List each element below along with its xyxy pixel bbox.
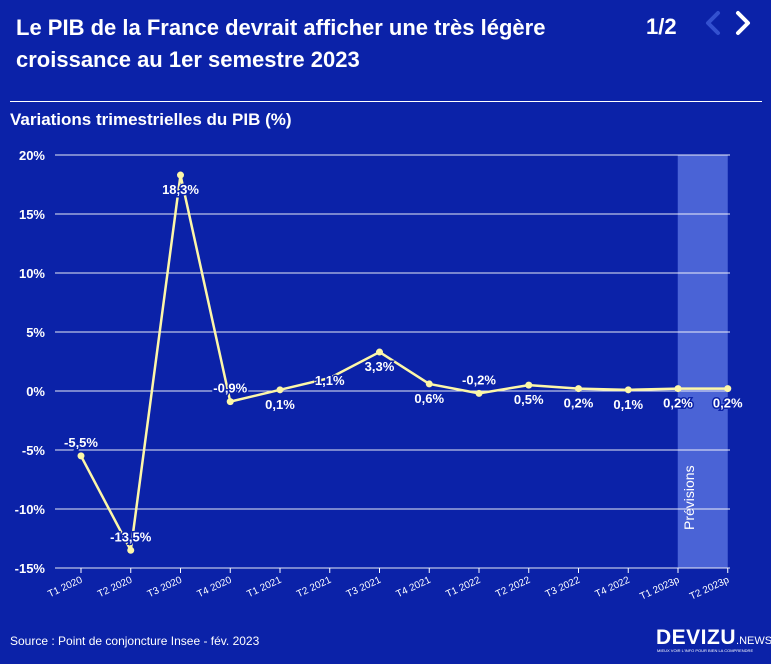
data-label: 0,2% [564,396,594,411]
data-point [624,386,632,394]
devizu-logo: DEVIZU.NEWS MIEUX VOIR L'INFO POUR BIEN … [656,626,771,656]
data-label: 0,2% [663,396,693,411]
page-title: Le PIB de la France devrait afficher une… [16,15,546,72]
logo-suffix: .NEWS [736,635,771,647]
forecast-band-label: Prévisions [681,465,697,530]
chevron-left-icon[interactable] [700,8,726,38]
data-point [326,374,334,382]
data-point [575,385,582,393]
x-tick-label: T1 2020 [46,575,84,601]
x-tick-label: T2 2021 [295,575,333,601]
x-tick-label: T1 2021 [245,575,283,601]
forecast-band [677,155,728,568]
page-counter: 1/2 [646,14,677,39]
data-label: 1,1% [315,373,345,388]
y-tick-label: 15% [19,207,45,222]
chart-title: Variations trimestrielles du PIB (%) [10,110,292,129]
x-tick-label: T3 2020 [146,575,184,601]
x-tick-label: T2 2022 [494,575,532,601]
data-point [177,171,184,179]
data-label: 18,3% [162,182,199,197]
gdp-line-chart: Prévisions -5,5% -13,5% 18,3% -0,9% 0,1% 1,1%… [15,148,745,603]
data-label: -0,9% [213,381,247,396]
y-tick-label: -5% [22,443,46,458]
data-label: -5,5% [64,435,98,450]
y-tick-label: 10% [19,266,45,281]
logo-tagline: MIEUX VOIR L'INFO POUR BIEN LA COMPRENDR… [657,648,754,653]
source-note: Source : Point de conjoncture Insee - fé… [10,634,260,648]
x-tick-label: T4 2022 [594,575,632,601]
data-point [226,398,234,406]
y-tick-label: 20% [19,148,45,163]
data-point [376,348,383,356]
y-tick-label: -10% [15,502,46,517]
data-label: 3,3% [365,359,395,374]
data-point [276,386,284,394]
data-label: -13,5% [110,529,152,544]
data-label: 0,1% [265,397,295,412]
x-tick-label: T4 2020 [196,575,234,601]
data-point [77,452,85,460]
x-tick-label: T3 2022 [544,575,582,601]
x-tick-label: T3 2021 [345,575,383,601]
gdp-series-line [79,173,728,552]
y-tick-label: -15% [15,561,46,576]
x-tick-label: T2 2020 [96,575,134,601]
logo-text: DEVIZU [656,626,737,649]
y-tick-label: 5% [26,325,45,340]
data-label: 0,2% [713,396,743,411]
data-label: -0,2% [462,372,496,387]
data-label: 0,5% [514,392,544,407]
x-tick-label: T1 2023p [638,575,681,603]
data-point [525,381,533,389]
y-tick-label: 0% [26,384,45,399]
data-label: 0,1% [613,397,643,412]
x-tick-label: T2 2023p [688,575,731,603]
data-point [425,380,433,388]
chevron-right-icon[interactable] [730,8,756,38]
data-label: 0,6% [414,391,444,406]
data-point [127,546,135,554]
x-tick-label: T4 2021 [395,575,433,601]
data-point [674,385,682,393]
x-tick-label: T1 2022 [444,575,482,601]
header-divider [10,101,762,102]
data-point [475,389,483,397]
data-point [724,385,732,393]
